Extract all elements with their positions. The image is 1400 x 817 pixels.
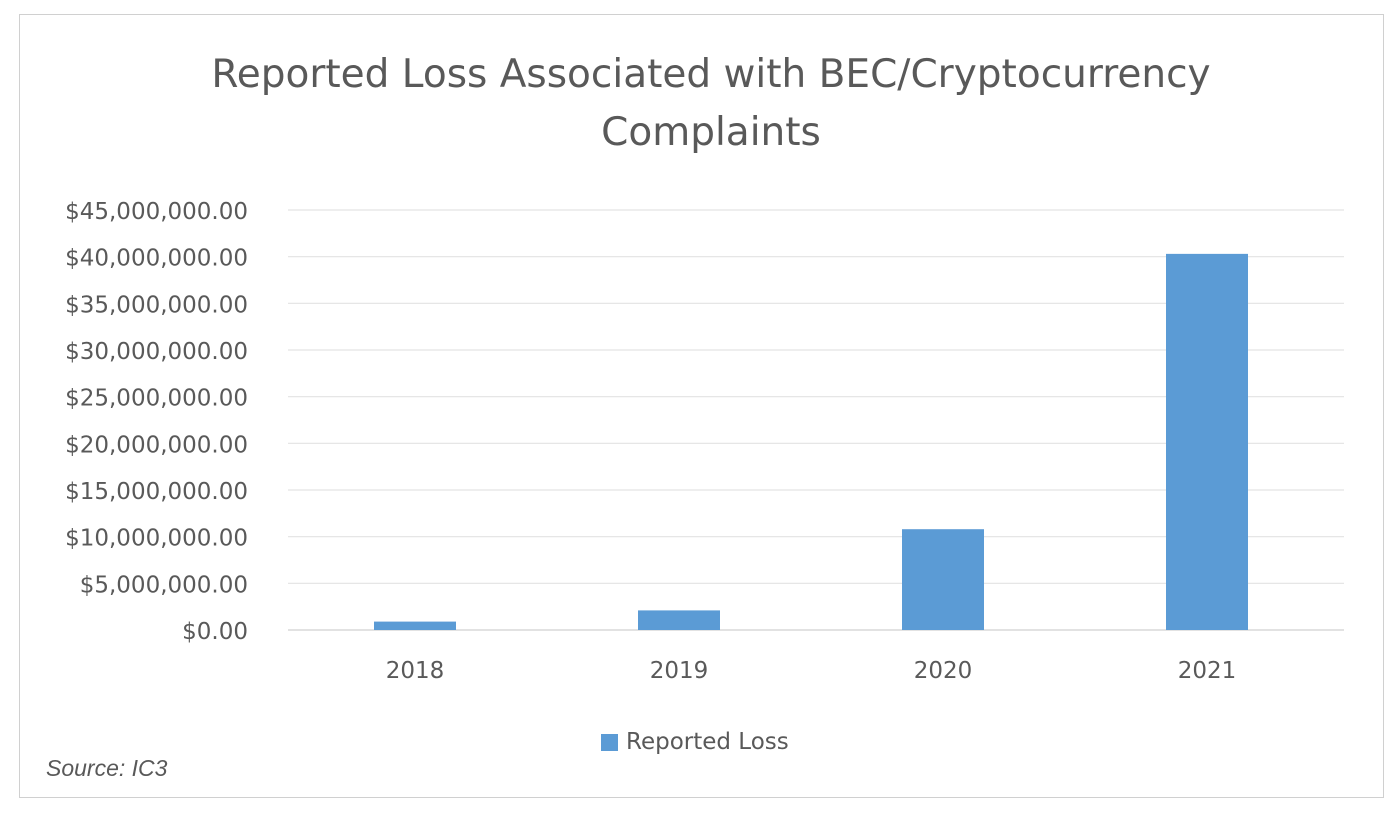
legend-label: Reported Loss	[626, 729, 789, 755]
bar-2018	[374, 621, 456, 630]
y-tick-label: $30,000,000.00	[65, 339, 248, 365]
x-tick-label: 2021	[1178, 658, 1237, 684]
x-axis-tick-labels: 2018 2019 2020 2021	[386, 658, 1237, 684]
legend: Reported Loss	[601, 729, 789, 755]
y-tick-label: $40,000,000.00	[65, 246, 248, 272]
chart-title: Reported Loss Associated with BEC/Crypto…	[211, 52, 1211, 155]
y-tick-label: $20,000,000.00	[65, 432, 248, 458]
y-tick-label: $10,000,000.00	[65, 526, 248, 552]
x-tick-label: 2019	[650, 658, 709, 684]
source-note: Source: IC3	[46, 755, 168, 781]
bars	[374, 253, 1248, 630]
legend-swatch	[601, 734, 618, 751]
chart-frame	[19, 14, 1384, 798]
bar-2019	[638, 610, 720, 630]
y-tick-label: $5,000,000.00	[80, 572, 248, 598]
y-tick-label: $45,000,000.00	[65, 199, 248, 225]
y-axis-tick-labels: $0.00 $5,000,000.00 $10,000,000.00 $15,000,…	[65, 199, 248, 645]
x-tick-label: 2020	[914, 658, 973, 684]
x-tick-label: 2018	[386, 658, 445, 684]
y-tick-label: $15,000,000.00	[65, 479, 248, 505]
y-tick-label: $25,000,000.00	[65, 386, 248, 412]
bar-2021	[1166, 253, 1248, 630]
y-tick-label: $35,000,000.00	[65, 292, 248, 318]
bar-2020	[902, 529, 984, 630]
y-tick-label: $0.00	[182, 619, 248, 645]
